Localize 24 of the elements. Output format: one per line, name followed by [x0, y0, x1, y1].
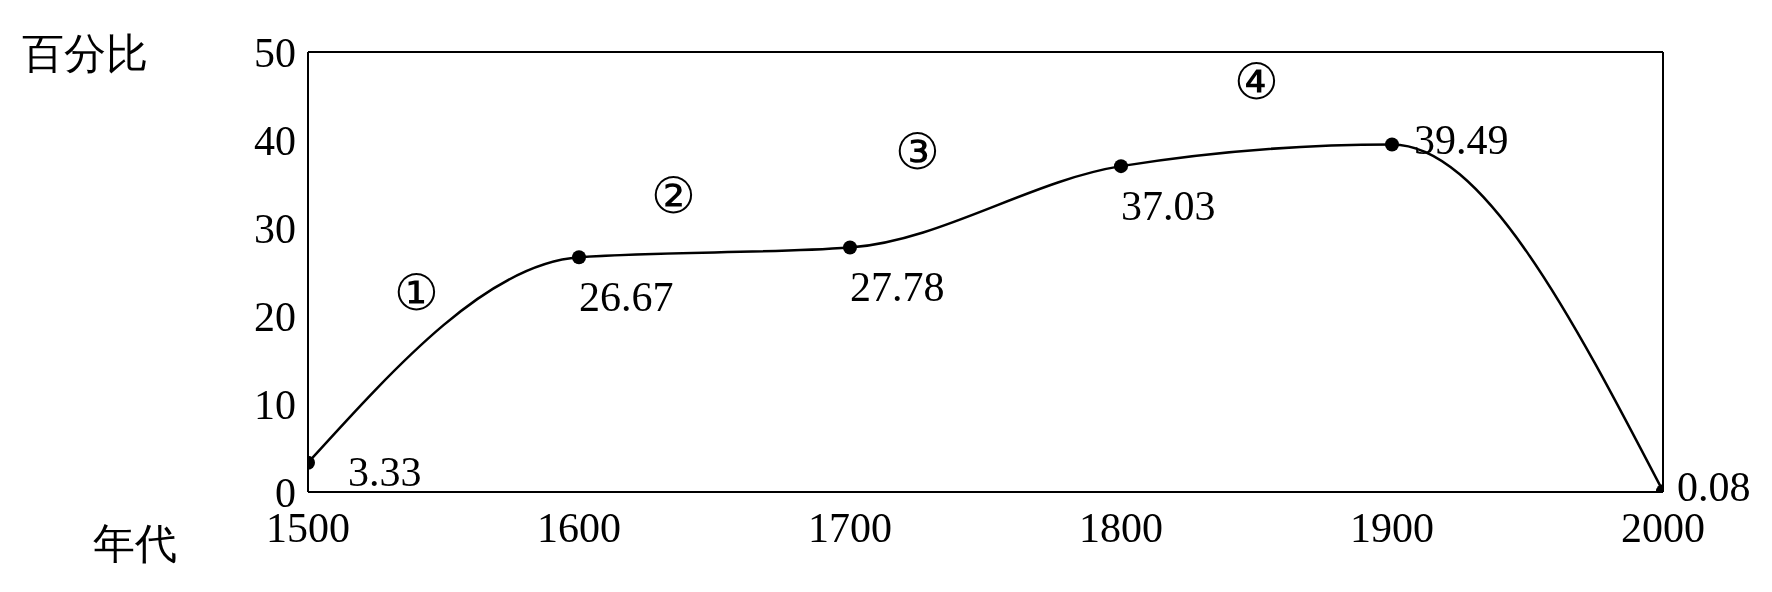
point: [843, 240, 857, 255]
y-tick-label: 20: [254, 293, 296, 340]
x-tick-label: 1800: [1079, 504, 1163, 551]
data-label: 26.67: [579, 273, 674, 320]
point: [572, 250, 586, 265]
y-tick-label: 40: [254, 117, 296, 164]
data-label: 3.33: [348, 449, 422, 496]
point: [1114, 159, 1128, 174]
y-tick-label: 30: [254, 205, 296, 252]
point: [1385, 137, 1399, 152]
x-axis-title: 年代: [93, 520, 177, 567]
annotation: ③: [895, 124, 941, 181]
annotation: ①: [393, 264, 439, 321]
x-tick-label: 1700: [808, 504, 892, 551]
x-tick-label: 1600: [537, 504, 621, 551]
data-label: 39.49: [1414, 117, 1509, 164]
data-label: 27.78: [850, 264, 945, 311]
data-label: 37.03: [1121, 182, 1216, 229]
x-tick-label: 1900: [1350, 504, 1434, 551]
annotation: ②: [651, 168, 697, 225]
y-axis-title: 百分比: [22, 30, 148, 77]
y-tick-label: 10: [254, 381, 296, 428]
annotation: ④: [1234, 53, 1279, 110]
y-tick-label: 50: [254, 29, 296, 76]
